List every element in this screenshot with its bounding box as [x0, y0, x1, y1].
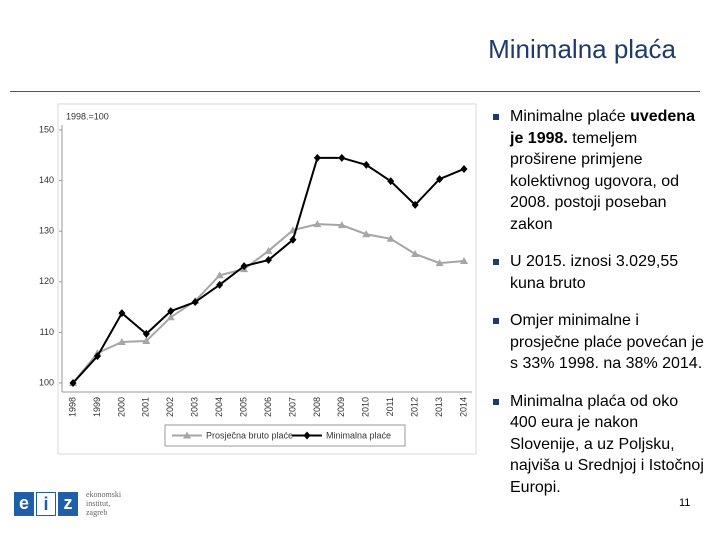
legend-box	[164, 424, 406, 447]
point	[411, 249, 420, 257]
x-tick-label: 2008	[312, 397, 322, 417]
point	[338, 153, 346, 162]
series-line	[72, 156, 465, 384]
y-tick-label: 130	[39, 226, 54, 236]
point	[117, 338, 126, 346]
bullet: U 2015. iznosi 3.029,55 kuna bruto	[493, 251, 708, 294]
x-tick-label: 2009	[336, 397, 346, 417]
bullet-text: Minimalne plaće	[510, 108, 626, 125]
bullet: Minimalna plaća od oko 400 eura je nakon…	[493, 391, 708, 499]
point	[240, 262, 248, 271]
point	[264, 246, 273, 254]
x-tick-label: 1998	[67, 397, 77, 417]
y-tick-label: 100	[39, 377, 54, 387]
y-tick-label: 110	[40, 327, 54, 337]
slide-title: Minimalna plaća	[488, 34, 676, 64]
point	[166, 313, 175, 321]
y-tick-label: 150	[39, 124, 54, 134]
title-rule	[10, 91, 700, 92]
point	[460, 257, 468, 265]
x-tick-label: 2010	[361, 397, 371, 417]
point	[216, 280, 224, 289]
logo-line: ekonomski	[86, 490, 122, 499]
bullet: Omjer minimalne i prosječne plaće poveća…	[493, 310, 708, 375]
x-tick-label: 2013	[434, 397, 444, 417]
x-tick-label: 2014	[458, 397, 468, 417]
point	[386, 234, 395, 242]
point	[460, 164, 468, 173]
x-tick-label: 2001	[141, 397, 151, 417]
point	[93, 352, 101, 361]
point	[436, 175, 444, 184]
point	[303, 431, 311, 440]
point	[191, 298, 199, 307]
point	[167, 307, 175, 316]
logo-letter: i	[36, 491, 56, 516]
x-tick-label: 2002	[165, 397, 175, 417]
bullet-text: Omjer minimalne i prosječne plaće poveća…	[510, 312, 704, 372]
logo-line: zagreb	[86, 508, 108, 517]
chart: 1998.=100 100 110 120 130 140 150 1998 1999 2000…	[39, 103, 477, 455]
bullet-bold: uvedena je 1998.	[510, 108, 695, 147]
x-tick-label: 2006	[263, 397, 273, 417]
y-tick-label: 140	[39, 175, 54, 185]
point	[142, 337, 151, 345]
point	[215, 271, 224, 279]
bullet: Minimalne plaće uvedena je 1998. temelje…	[493, 106, 708, 235]
point	[387, 177, 395, 186]
point	[362, 230, 371, 238]
bullet-rest: temeljem proširene primjene kolektivnog …	[510, 129, 679, 233]
logo-letter: z	[58, 491, 78, 516]
logo-letter: e	[14, 491, 34, 516]
x-tick-label: 1999	[92, 397, 102, 417]
x-tick-label: 2007	[287, 397, 297, 417]
y-tick-label: 120	[39, 276, 54, 286]
x-tick-label: 2003	[190, 397, 200, 417]
x-tick-label: 2000	[116, 397, 126, 417]
page-number: 11	[679, 497, 691, 509]
logo-text: ekonomski institut, zagreb	[86, 490, 121, 517]
legend-label: Prosječna bruto plaće	[206, 430, 293, 440]
x-tick-label: 2012	[410, 397, 420, 417]
x-tick-label: 2004	[214, 397, 224, 417]
logo: e i z ekonomski institut, zagreb	[14, 490, 121, 517]
point	[265, 256, 272, 265]
point	[289, 235, 297, 244]
x-tick-label: 2011	[385, 397, 395, 416]
point	[183, 431, 191, 439]
legend-label: Minimalna plaće	[326, 430, 391, 440]
point	[337, 221, 346, 229]
chart-frame	[57, 103, 477, 455]
point	[118, 309, 126, 318]
point	[313, 153, 321, 162]
point	[411, 200, 419, 209]
bullet-text: Minimalna plaća od oko 400 eura je nakon…	[510, 392, 704, 496]
logo-line: institut,	[86, 499, 111, 508]
bullet-text: U 2015. iznosi 3.029,55 kuna bruto	[510, 253, 679, 292]
bullet-list: Minimalne plaće uvedena je 1998. temelje…	[493, 106, 708, 514]
point	[313, 220, 322, 228]
point	[435, 259, 444, 267]
x-tick-label: 2005	[238, 397, 248, 417]
y-axis-label: 1998.=100	[66, 111, 109, 121]
point	[362, 160, 370, 169]
point	[69, 379, 77, 387]
point	[142, 329, 150, 338]
